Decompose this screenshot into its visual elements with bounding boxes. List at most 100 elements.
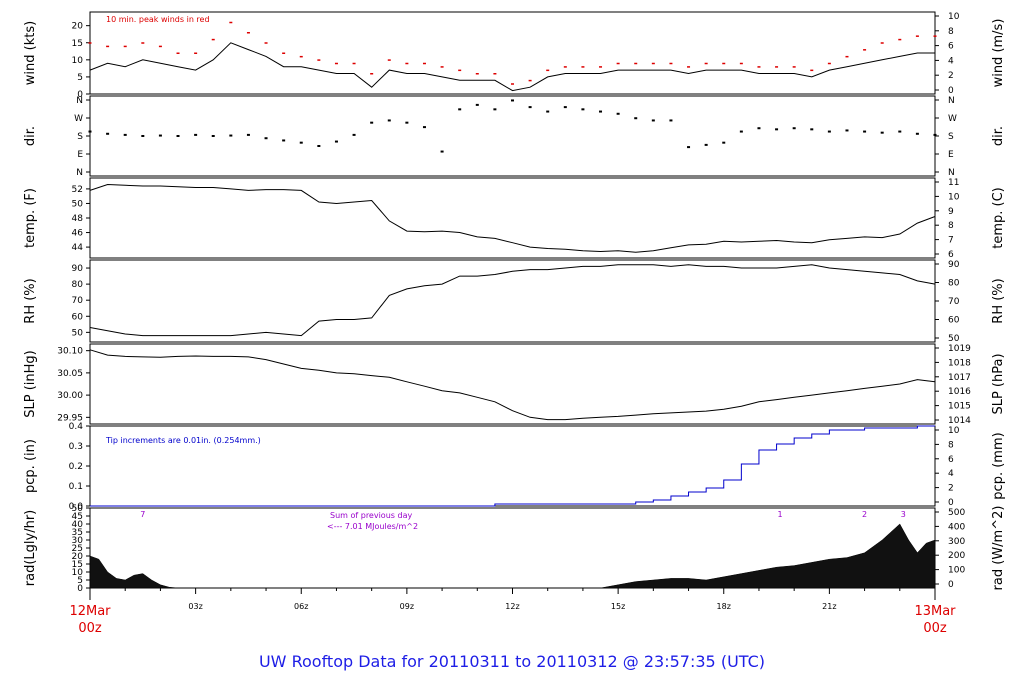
- wind-peak-mark: [810, 69, 814, 72]
- dir-point: [458, 108, 462, 111]
- wind-ytick-label-left: 10: [72, 56, 84, 66]
- rad-ytick-label-left: 40: [72, 520, 84, 530]
- rh-frame: [89, 259, 936, 343]
- dir-point: [704, 143, 708, 146]
- dir-point: [229, 134, 233, 137]
- rad-ytick-label-left: 20: [72, 552, 84, 562]
- rad-day-mark: 3: [901, 510, 906, 519]
- rh-ytick-label-right: 90: [948, 260, 960, 270]
- rad-ylabel-right: rad (W/m^2): [991, 506, 1006, 591]
- wind-ytick-label-right: 10: [948, 12, 960, 22]
- temp-ytick-label-left: 48: [72, 214, 84, 224]
- wind-peak-mark: [387, 59, 391, 61]
- wind-ytick-label-right: 8: [948, 27, 954, 37]
- wind-ytick-label-left: 5: [77, 73, 83, 83]
- pcp-ytick-label-right: 6: [948, 455, 954, 465]
- dir-point: [827, 130, 831, 133]
- dir-ytick-label-right: E: [948, 150, 954, 160]
- temp-series-line: [89, 183, 936, 253]
- rad-sum-note-line1: Sum of previous day: [330, 511, 412, 520]
- temp-ytick-label-right: 11: [948, 178, 959, 188]
- rh-ylabel-left: RH (%): [23, 278, 38, 323]
- x-start-date: 12Mar: [69, 604, 111, 619]
- temp-ytick-label-left: 46: [72, 229, 84, 239]
- temp-ytick-label-right: 10: [948, 192, 960, 202]
- slp-ytick-label-right: 1018: [948, 358, 971, 368]
- x-tick-label: 15z: [611, 602, 625, 611]
- dir-point: [933, 133, 937, 136]
- wind-peak-mark: [792, 66, 796, 68]
- x-end-time: 00z: [923, 621, 947, 636]
- slp-ytick-label-right: 1014: [948, 416, 971, 426]
- dir-point: [863, 130, 867, 133]
- rad-series-area: [89, 523, 936, 589]
- rh-ytick-label-right: 60: [948, 316, 960, 326]
- wind-ytick-label-right: 6: [948, 42, 954, 52]
- wind-peak-mark: [194, 52, 198, 54]
- wind-peak-mark: [229, 21, 233, 24]
- wind-peak-mark: [317, 59, 321, 61]
- dir-ytick-label-right: S: [948, 132, 954, 142]
- pcp-ylabel-right: pcp. (mm): [991, 432, 1006, 499]
- slp-ytick-label-right: 1017: [948, 373, 971, 383]
- wind-peak-mark: [687, 66, 691, 68]
- rh-ytick-label-right: 50: [948, 334, 960, 344]
- wind-peak-mark: [475, 73, 479, 75]
- rad-day-mark: 2: [862, 510, 867, 519]
- wind-peak-mark: [775, 66, 779, 68]
- dir-point: [158, 134, 162, 137]
- dir-ytick-label-left: S: [77, 132, 83, 142]
- x-axis: 03z 06z 09z 12z 15z 18z 21z: [89, 588, 936, 611]
- temp-ytick-label-left: 50: [72, 199, 84, 209]
- rad-ytick-label-right: 200: [948, 551, 965, 561]
- dir-point: [282, 139, 286, 142]
- dir-point: [616, 112, 620, 115]
- x-tick-label: 03z: [188, 602, 202, 611]
- wind-peak-mark: [722, 62, 726, 65]
- temp-ytick-label-left: 52: [72, 185, 83, 195]
- wind-peak-mark: [845, 55, 849, 58]
- slp-ytick-label-left: 30.00: [57, 391, 83, 401]
- wind-peak-note: 10 min. peak winds in red: [106, 15, 210, 24]
- wind-peak-mark: [581, 66, 585, 68]
- dir-point: [687, 146, 691, 149]
- temp-ytick-label-right: 6: [948, 250, 954, 260]
- wind-ytick-label-left: 20: [72, 22, 84, 32]
- dir-point: [880, 131, 884, 134]
- dir-point: [599, 110, 603, 113]
- temp-ytick-label-right: 8: [948, 221, 954, 231]
- x-end-date: 13Mar: [914, 604, 956, 619]
- dir-ytick-label-right: N: [948, 168, 955, 178]
- pcp-ylabel-left: pcp. (in): [23, 439, 38, 493]
- dir-point: [88, 130, 92, 133]
- wind-peak-mark: [511, 83, 514, 85]
- rh-panel: RH (%) RH (%) 50 60 70 80 90 50 60 70 80 90: [23, 259, 1006, 344]
- wind-peak-mark: [158, 45, 162, 48]
- pcp-ytick-label-right: 2: [948, 484, 954, 494]
- wind-peak-mark: [88, 42, 92, 44]
- rad-day-mark: 1: [778, 510, 783, 519]
- slp-ytick-label-right: 1016: [948, 387, 971, 397]
- x-tick-label: 06z: [294, 602, 308, 611]
- wind-ytick-label-right: 4: [948, 56, 954, 66]
- wind-peak-mark: [334, 62, 338, 65]
- dir-point: [387, 119, 391, 122]
- wind-peak-mark: [370, 73, 374, 75]
- wind-peak-mark: [546, 69, 550, 72]
- wind-peak-mark: [106, 45, 110, 48]
- dir-point: [528, 106, 532, 109]
- wind-peak-mark: [599, 66, 603, 68]
- rad-ytick-label-left: 25: [72, 544, 83, 554]
- wind-peak-mark: [863, 49, 867, 51]
- rad-ytick-label-left: 0: [77, 584, 83, 594]
- pcp-ytick-label-right: 10: [948, 426, 960, 436]
- temp-ylabel-left: temp. (F): [23, 188, 38, 248]
- dir-point: [915, 132, 919, 135]
- dir-point: [299, 141, 303, 144]
- wind-peak-mark: [739, 62, 743, 65]
- dir-point: [211, 135, 215, 137]
- dir-point: [651, 119, 655, 122]
- pcp-panel: pcp. (in) pcp. (mm) 0.0 0.1 0.2 0.3 0.4 0 2 4 6 8 10: [23, 422, 1006, 512]
- rad-ytick-label-right: 0: [948, 580, 954, 590]
- rad-sum-note-line2: <--- 7.01 MJoules/m^2: [327, 522, 418, 531]
